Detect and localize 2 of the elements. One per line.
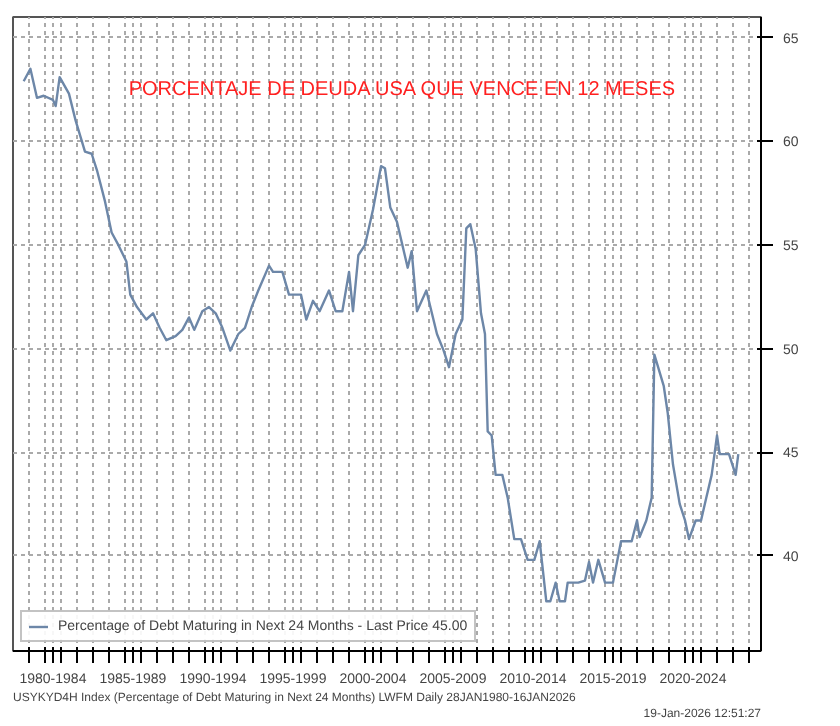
text: PORCENTAJE DE DEUDA USA QUE VENCE EN 12 MESES [128,79,676,101]
line-series [22,67,740,603]
